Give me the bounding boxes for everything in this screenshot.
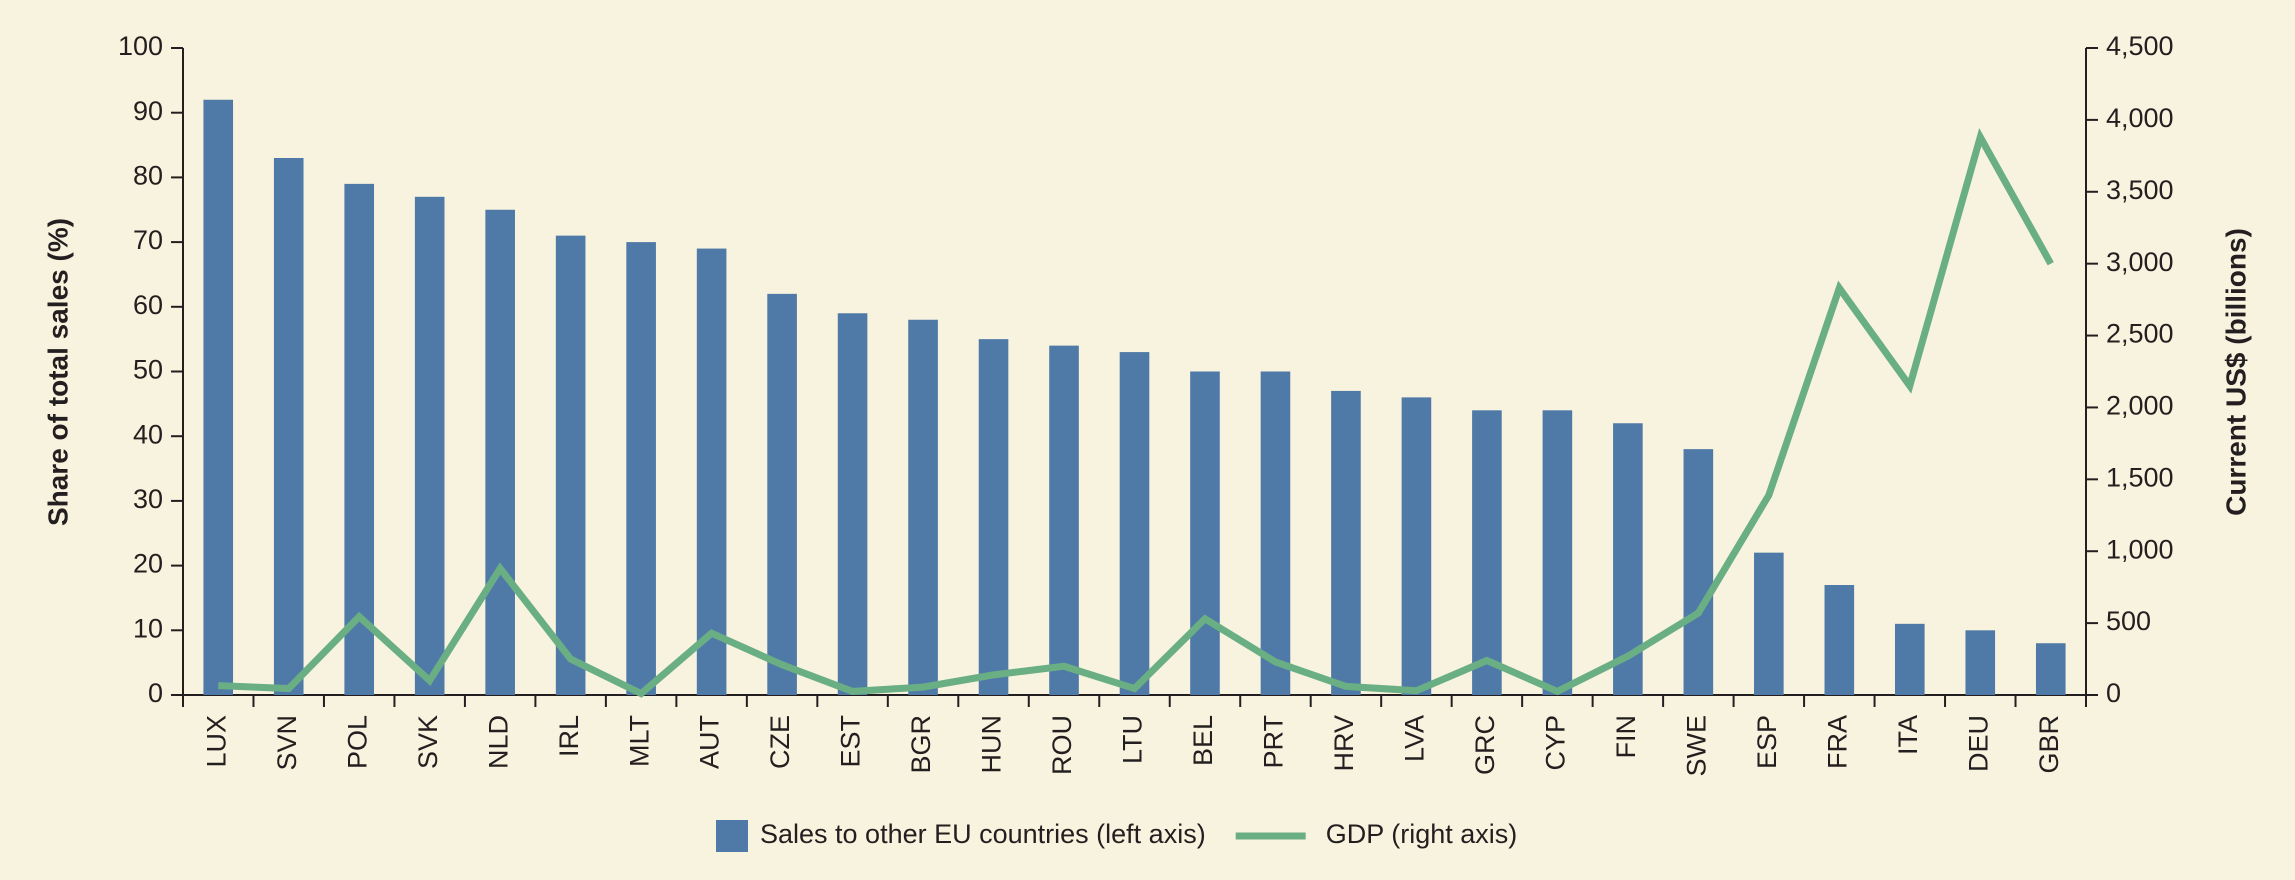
x-tick-label: ESP <box>1752 715 1782 769</box>
y2-axis-title: Current US$ (billions) <box>2220 228 2251 516</box>
bar <box>1049 345 1079 695</box>
x-tick-label: GRC <box>1470 715 1500 775</box>
bar <box>1754 552 1784 695</box>
x-tick-label: POL <box>342 715 372 769</box>
y-tick-label: 30 <box>133 484 163 514</box>
x-tick-label: CZE <box>765 715 795 769</box>
x-tick-label: SVN <box>272 715 302 771</box>
bar <box>837 313 868 695</box>
bar <box>273 157 304 696</box>
bar <box>908 319 938 695</box>
bar <box>555 235 586 695</box>
bar <box>626 242 656 695</box>
y2-tick-label: 0 <box>2106 678 2121 708</box>
bar <box>1401 397 1432 695</box>
bar <box>1119 352 1150 695</box>
bar <box>1542 410 1573 695</box>
x-tick-label: ITA <box>1893 715 1923 755</box>
x-tick-label: CYP <box>1541 715 1571 771</box>
bar <box>1824 585 1855 695</box>
x-tick-label: BEL <box>1188 715 1218 766</box>
x-tick-label: FIN <box>1611 715 1641 759</box>
y-tick-label: 100 <box>118 31 163 61</box>
bar <box>2035 643 2066 695</box>
x-tick-label: DEU <box>1963 715 1993 772</box>
y2-tick-label: 500 <box>2106 606 2151 636</box>
bar <box>767 293 797 695</box>
x-tick-label: FRA <box>1822 715 1852 769</box>
y-tick-label: 80 <box>133 161 163 191</box>
y-tick-label: 10 <box>133 613 163 643</box>
y2-tick-label: 4,500 <box>2106 31 2174 61</box>
y-tick-label: 40 <box>133 419 163 449</box>
legend-label: Sales to other EU countries (left axis) <box>760 819 1206 849</box>
bar <box>1331 390 1361 695</box>
bar <box>978 339 1009 695</box>
x-tick-label: MLT <box>624 715 654 767</box>
x-tick-label: NLD <box>483 715 513 769</box>
y-axis-title: Share of total sales (%) <box>42 218 73 526</box>
bar <box>1260 371 1291 695</box>
bar <box>1965 630 1996 695</box>
y-tick-label: 0 <box>148 678 163 708</box>
y-tick-label: 70 <box>133 225 163 255</box>
x-tick-label: LTU <box>1118 715 1148 764</box>
x-tick-label: LVA <box>1400 715 1430 762</box>
y2-tick-label: 1,000 <box>2106 534 2174 564</box>
bar <box>414 196 445 695</box>
x-tick-label: AUT <box>695 715 725 769</box>
bar <box>1472 410 1502 695</box>
bar <box>485 209 515 695</box>
gdp-line <box>218 128 2054 698</box>
bar <box>1683 449 1714 695</box>
y2-tick-label: 3,000 <box>2106 247 2174 277</box>
y-tick-label: 60 <box>133 290 163 320</box>
y-tick-label: 50 <box>133 355 163 385</box>
x-tick-label: SVK <box>413 715 443 769</box>
bar <box>1894 623 1925 695</box>
y2-tick-label: 1,500 <box>2106 462 2174 492</box>
y2-tick-label: 2,500 <box>2106 319 2174 349</box>
y2-tick-label: 2,000 <box>2106 391 2174 421</box>
y-tick-label: 20 <box>133 549 163 579</box>
x-tick-label: IRL <box>554 715 584 757</box>
bar <box>344 183 375 695</box>
bar <box>1190 371 1220 695</box>
legend-swatch <box>716 820 748 852</box>
bar <box>203 99 234 695</box>
x-tick-label: HUN <box>977 715 1007 774</box>
y2-tick-label: 3,500 <box>2106 175 2174 205</box>
x-tick-label: HRV <box>1329 715 1359 772</box>
y-tick-label: 90 <box>133 96 163 126</box>
x-tick-label: GBR <box>2034 715 2064 774</box>
x-tick-label: EST <box>836 715 866 768</box>
x-tick-label: SWE <box>1681 715 1711 777</box>
bar <box>696 248 727 695</box>
x-tick-label: ROU <box>1047 715 1077 775</box>
y2-tick-label: 4,000 <box>2106 103 2174 133</box>
x-tick-label: BGR <box>906 715 936 774</box>
legend-label: GDP (right axis) <box>1326 819 1518 849</box>
x-tick-label: LUX <box>201 715 231 768</box>
x-tick-label: PRT <box>1259 715 1289 769</box>
